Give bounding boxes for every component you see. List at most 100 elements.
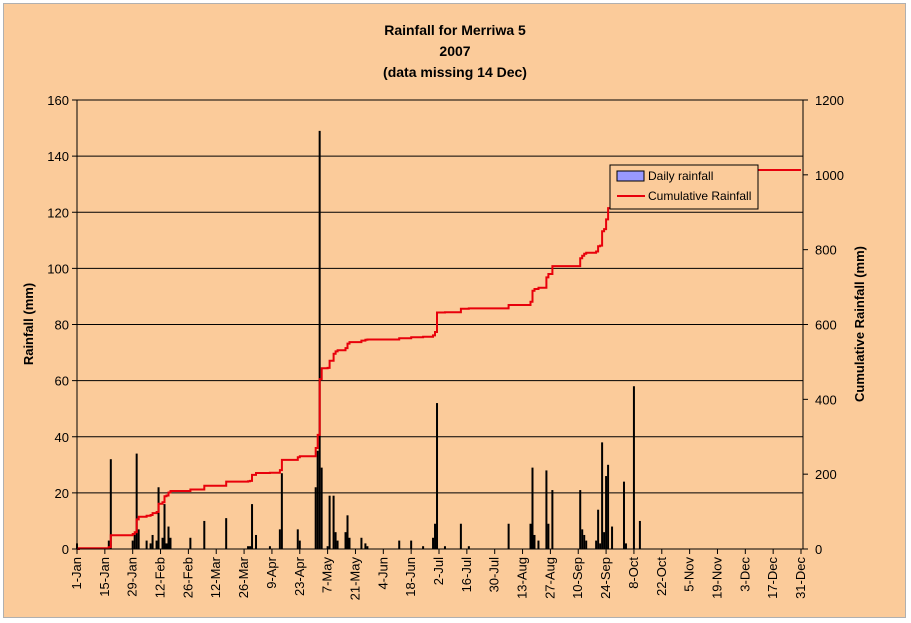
rainfall-bar xyxy=(296,529,299,549)
x-tick-label: 12-Mar xyxy=(208,556,223,598)
x-tick-label: 2-Jul xyxy=(431,557,446,585)
rainfall-bar xyxy=(328,495,331,549)
rainfall-bar xyxy=(432,537,435,549)
rainfall-bar xyxy=(109,459,112,549)
x-tick-label: 24-Sep xyxy=(598,557,613,599)
rainfall-bar xyxy=(547,523,550,549)
title-line-1: Rainfall for Merriwa 5 xyxy=(384,22,526,38)
rainfall-bar xyxy=(597,509,600,549)
rainfall-bar xyxy=(131,540,134,549)
x-tick-label: 29-Jan xyxy=(125,557,140,597)
rainfall-bar xyxy=(422,546,425,549)
rainfall-bar xyxy=(344,532,347,549)
rainfall-bar xyxy=(366,546,369,549)
rainfall-bar xyxy=(360,537,363,549)
y2-tick-label: 200 xyxy=(815,467,837,482)
rainfall-bar xyxy=(467,546,470,549)
x-tick-label: 23-Apr xyxy=(292,556,307,596)
x-tick-label: 30-Jul xyxy=(487,557,502,593)
rainfall-bar xyxy=(165,543,168,549)
rainfall-bar xyxy=(583,534,586,549)
rainfall-bar xyxy=(163,504,166,549)
rainfall-bar xyxy=(595,540,598,549)
rainfall-bar xyxy=(145,540,148,549)
x-tick-label: 8-Oct xyxy=(626,557,641,589)
x-tick-label: 9-Apr xyxy=(264,556,279,588)
rainfall-bar xyxy=(247,546,250,549)
y-axis-ticks: 0 20 40 60 80 100 120 140 160 xyxy=(47,93,77,557)
x-tick-label: 17-Dec xyxy=(765,557,780,599)
rainfall-bar xyxy=(601,442,604,549)
x-tick-label: 26-Mar xyxy=(236,556,251,598)
rainfall-bar xyxy=(545,470,548,549)
rainfall-bar xyxy=(278,529,281,549)
legend-label-cumulative: Cumulative Rainfall xyxy=(648,189,751,203)
rainfall-bar xyxy=(280,473,283,549)
y2-tick-label: 600 xyxy=(815,318,837,333)
rainfall-bar xyxy=(443,546,446,549)
x-axis-ticks: 1-Jan 15-Jan 29-Jan 12-Feb 26-Feb 12-Mar 26-Ma… xyxy=(69,549,808,600)
x-tick-label: 27-Aug xyxy=(542,557,557,599)
rainfall-bar xyxy=(334,532,337,549)
x-tick-label: 13-Aug xyxy=(515,557,530,599)
y2-tick-label: 800 xyxy=(815,243,837,258)
rainfall-bar xyxy=(135,453,138,549)
rainfall-bar xyxy=(251,504,254,549)
rainfall-bar xyxy=(459,523,462,549)
rainfall-bar xyxy=(298,540,301,549)
rainfall-bar xyxy=(607,464,610,549)
rainfall-bar xyxy=(599,543,602,549)
rainfall-bar xyxy=(169,537,172,549)
rainfall-bar xyxy=(203,520,206,549)
x-tick-label: 16-Jul xyxy=(459,557,474,593)
y-tick-label: 80 xyxy=(55,318,69,333)
rainfall-bar xyxy=(507,523,510,549)
daily-rainfall-bars xyxy=(76,130,641,549)
y2-tick-label: 1000 xyxy=(815,168,844,183)
cumulative-line xyxy=(77,169,801,550)
rainfall-bar xyxy=(157,487,160,549)
rainfall-bar xyxy=(336,540,339,549)
x-tick-label: 21-May xyxy=(347,557,362,601)
x-tick-label: 10-Sep xyxy=(570,557,585,599)
rainfall-bar xyxy=(225,518,228,549)
rainfall-bar xyxy=(529,523,532,549)
rainfall-bar xyxy=(167,526,170,549)
y-tick-label: 40 xyxy=(55,430,69,445)
rainfall-bar xyxy=(249,546,252,549)
rainfall-bar xyxy=(133,534,136,549)
y2-tick-label: 400 xyxy=(815,392,837,407)
rainfall-bar xyxy=(346,515,349,549)
rainfall-bar xyxy=(611,526,614,549)
x-tick-label: 22-Oct xyxy=(654,557,669,596)
y-axis-label: Rainfall (mm) xyxy=(21,283,36,365)
rainfall-bar xyxy=(434,523,437,549)
rainfall-bar xyxy=(268,546,271,549)
legend: Daily rainfall Cumulative Rainfall xyxy=(609,164,759,210)
chart-title: Rainfall for Merriwa 5 2007 (data missin… xyxy=(383,22,527,80)
title-line-2: 2007 xyxy=(439,43,470,59)
x-tick-label: 4-Jun xyxy=(375,557,390,590)
rainfall-bar xyxy=(151,534,154,549)
x-tick-label: 18-Jun xyxy=(403,557,418,597)
rainfall-bar xyxy=(603,532,606,549)
rainfall-bar xyxy=(638,520,641,549)
y-tick-label: 100 xyxy=(47,261,69,276)
y2-tick-label: 0 xyxy=(815,542,822,557)
x-tick-label: 31-Dec xyxy=(793,557,808,599)
y-tick-label: 20 xyxy=(55,486,69,501)
title-line-3: (data missing 14 Dec) xyxy=(383,64,527,80)
x-tick-label: 3-Dec xyxy=(737,557,752,592)
legend-swatch-daily xyxy=(616,170,645,182)
y-tick-label: 0 xyxy=(62,542,69,557)
rainfall-bar xyxy=(161,537,164,549)
x-tick-label: 12-Feb xyxy=(153,557,168,598)
rainfall-bar xyxy=(332,495,335,549)
rainfall-bar xyxy=(531,467,534,549)
y-tick-label: 160 xyxy=(47,93,69,108)
rainfall-bar xyxy=(622,481,625,549)
rainfall-bar xyxy=(632,386,635,549)
rainfall-bar xyxy=(314,487,317,549)
rainfall-bar xyxy=(155,540,158,549)
